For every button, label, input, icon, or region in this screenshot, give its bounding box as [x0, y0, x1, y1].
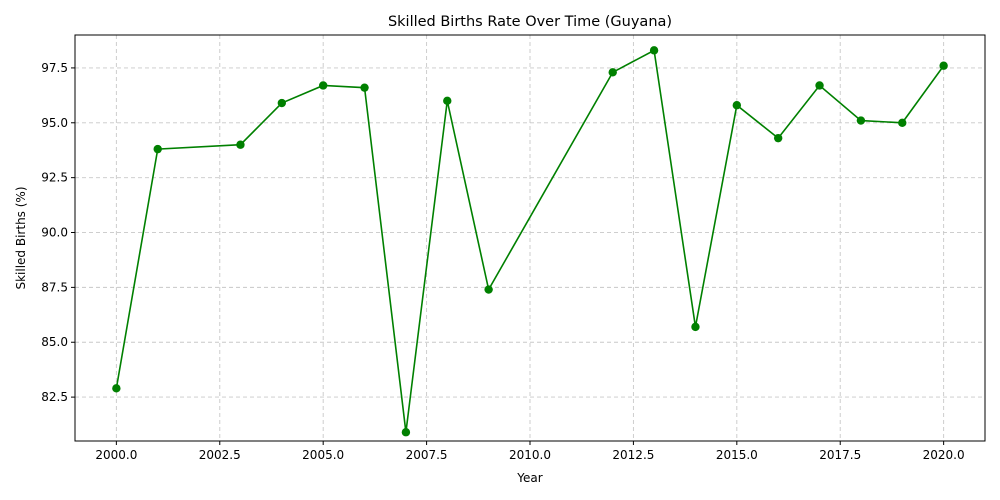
y-tick-label: 82.5	[41, 390, 68, 404]
data-point	[277, 98, 287, 108]
data-point	[939, 61, 948, 70]
x-tick-label: 2000.0	[95, 448, 137, 462]
data-point	[484, 285, 493, 294]
data-point	[898, 118, 907, 127]
x-tick-label: 2002.5	[199, 448, 241, 462]
x-tick-label: 2007.5	[406, 448, 448, 462]
x-tick-label: 2012.5	[612, 448, 654, 462]
series-line	[115, 49, 945, 433]
data-point	[401, 428, 411, 437]
y-tick-label: 85.0	[41, 335, 68, 349]
x-tick-label: 2015.0	[716, 448, 758, 462]
x-tick-label: 2020.0	[923, 448, 965, 462]
x-axis-label: Year	[516, 471, 542, 485]
data-point	[112, 384, 121, 393]
data-point	[732, 101, 742, 110]
series-layer	[112, 46, 948, 437]
y-axis-label: Skilled Births (%)	[14, 186, 28, 289]
data-point	[691, 322, 700, 332]
y-tick-label: 90.0	[41, 226, 68, 240]
x-tick-label: 2017.5	[819, 448, 861, 462]
data-point	[608, 68, 617, 77]
data-point	[360, 83, 369, 92]
data-point	[815, 81, 824, 90]
y-tick-label: 87.5	[41, 280, 68, 294]
data-point	[318, 81, 328, 90]
y-tick-label: 92.5	[41, 171, 68, 185]
data-point	[773, 133, 783, 143]
x-tick-label: 2005.0	[302, 448, 344, 462]
x-tick-label: 2010.0	[509, 448, 551, 462]
data-point	[153, 144, 162, 154]
y-tick-label: 97.5	[41, 61, 68, 75]
grid	[75, 35, 985, 441]
data-point	[236, 140, 245, 149]
data-point	[443, 96, 452, 106]
data-point	[856, 116, 866, 125]
chart-title: Skilled Births Rate Over Time (Guyana)	[388, 14, 672, 30]
y-tick-label: 95.0	[41, 116, 68, 130]
data-point	[649, 46, 659, 55]
axis-ticks: 2000.0 2002.5 2005.0 2007.5 2010.0 2012.5 2015…	[41, 61, 964, 462]
